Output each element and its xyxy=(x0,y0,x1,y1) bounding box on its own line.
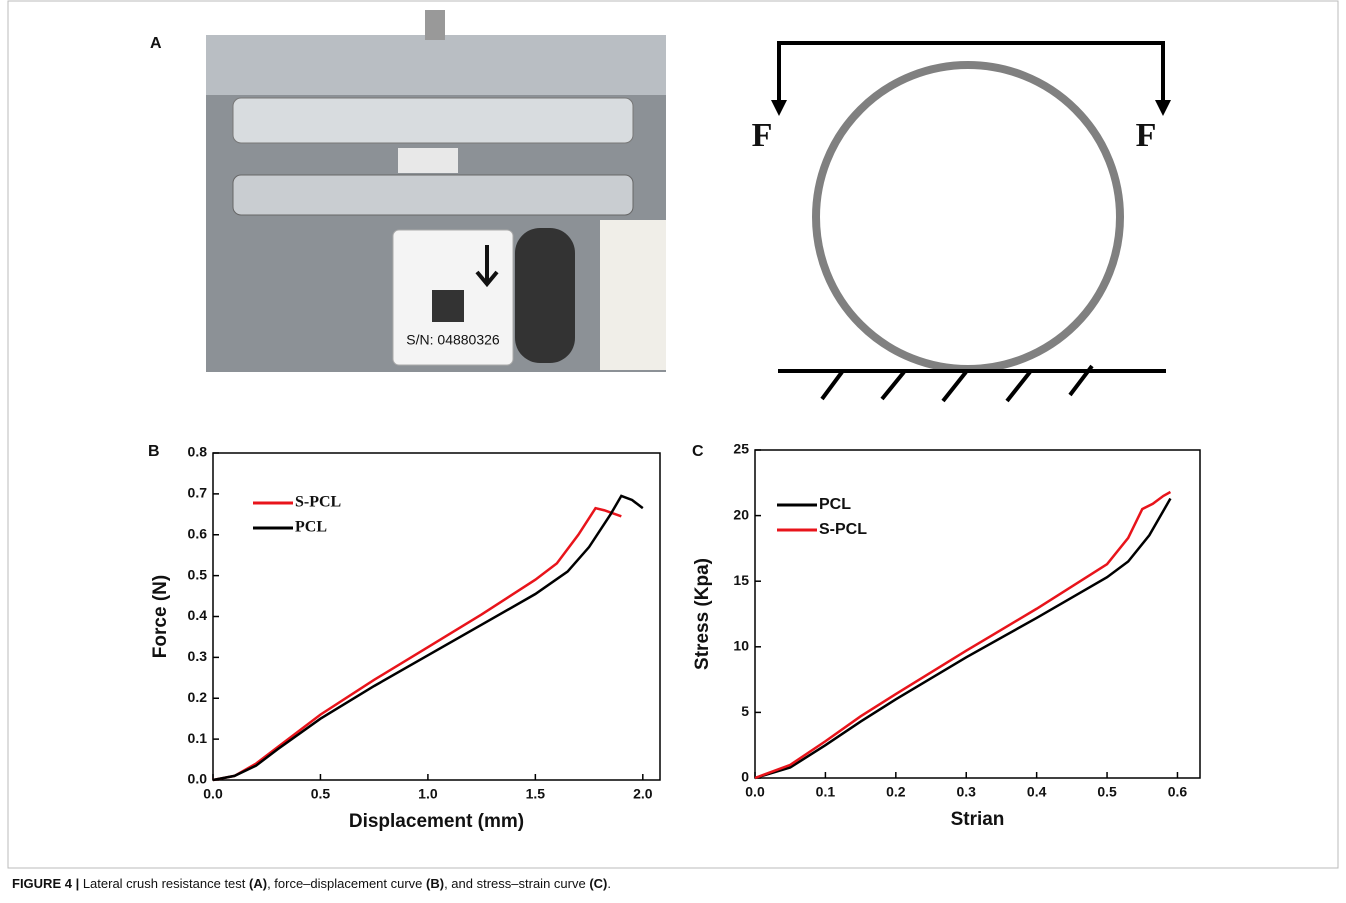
plot-frame xyxy=(754,449,1201,779)
x-tick-label: 0.6 xyxy=(1168,784,1188,800)
x-tick-label: 1.5 xyxy=(526,786,546,802)
data-line xyxy=(754,497,1172,780)
legend-label: S-PCL xyxy=(295,494,341,511)
panel-label: C xyxy=(692,443,704,460)
data-line xyxy=(212,506,622,782)
y-tick-label: 5 xyxy=(741,703,749,719)
caption-part: . xyxy=(607,876,611,891)
x-axis-title: Strian xyxy=(951,809,1005,830)
legend-label: PCL xyxy=(295,519,327,536)
y-tick-label: 0.3 xyxy=(188,648,208,664)
panel-label: B xyxy=(148,443,160,460)
legend-label: PCL xyxy=(819,496,851,513)
y-tick-label: 0.6 xyxy=(188,525,208,541)
y-tick-label: 0 xyxy=(741,769,749,785)
x-axis-title: Displacement (mm) xyxy=(349,811,524,832)
x-tick-label: 0.0 xyxy=(203,786,223,802)
x-tick-label: 0.5 xyxy=(1097,784,1117,800)
caption: FIGURE 4 | Lateral crush resistance test… xyxy=(12,876,611,891)
y-tick-label: 0.0 xyxy=(188,771,208,787)
caption-part: (B) xyxy=(426,876,444,891)
y-tick-label: 10 xyxy=(733,638,749,654)
photo: S/N: 04880326 xyxy=(206,10,666,372)
caption-part: (A) xyxy=(249,876,267,891)
y-tick-label: 15 xyxy=(733,572,749,588)
y-tick-label: 20 xyxy=(733,506,749,522)
x-tick-label: 0.4 xyxy=(1027,784,1047,800)
y-tick-label: 0.5 xyxy=(188,566,208,582)
figure-border xyxy=(7,0,1339,869)
data-line xyxy=(754,490,1172,780)
x-tick-label: 0.1 xyxy=(816,784,836,800)
caption-part: , and stress–strain curve xyxy=(444,876,589,891)
y-tick-label: 0.8 xyxy=(188,444,208,460)
force-label: F xyxy=(752,117,773,154)
x-tick-label: 2.0 xyxy=(633,786,653,802)
caption-part: , force–displacement curve xyxy=(267,876,426,891)
x-tick-label: 0.2 xyxy=(886,784,906,800)
y-tick-label: 0.1 xyxy=(188,730,208,746)
data-line xyxy=(212,494,644,782)
panel-label: A xyxy=(150,35,162,52)
x-tick-label: 1.0 xyxy=(418,786,438,802)
caption-part: Lateral crush resistance test xyxy=(79,876,249,891)
diagram: F F xyxy=(752,41,1171,403)
y-tick-label: 0.2 xyxy=(188,689,208,705)
x-tick-label: 0.0 xyxy=(745,784,765,800)
y-tick-label: 0.4 xyxy=(188,607,208,623)
x-tick-label: 0.5 xyxy=(311,786,331,802)
force-label: F xyxy=(1136,117,1157,154)
y-tick-label: 0.7 xyxy=(188,485,208,501)
caption-part: FIGURE 4 | xyxy=(12,876,79,891)
y-axis-title: Stress (Kpa) xyxy=(692,558,713,670)
serial-number: S/N: 04880326 xyxy=(406,332,500,348)
y-tick-label: 25 xyxy=(733,441,749,457)
legend-label: S-PCL xyxy=(819,521,867,538)
x-tick-label: 0.3 xyxy=(956,784,976,800)
caption-part: (C) xyxy=(589,876,607,891)
y-axis-title: Force (N) xyxy=(150,575,171,658)
